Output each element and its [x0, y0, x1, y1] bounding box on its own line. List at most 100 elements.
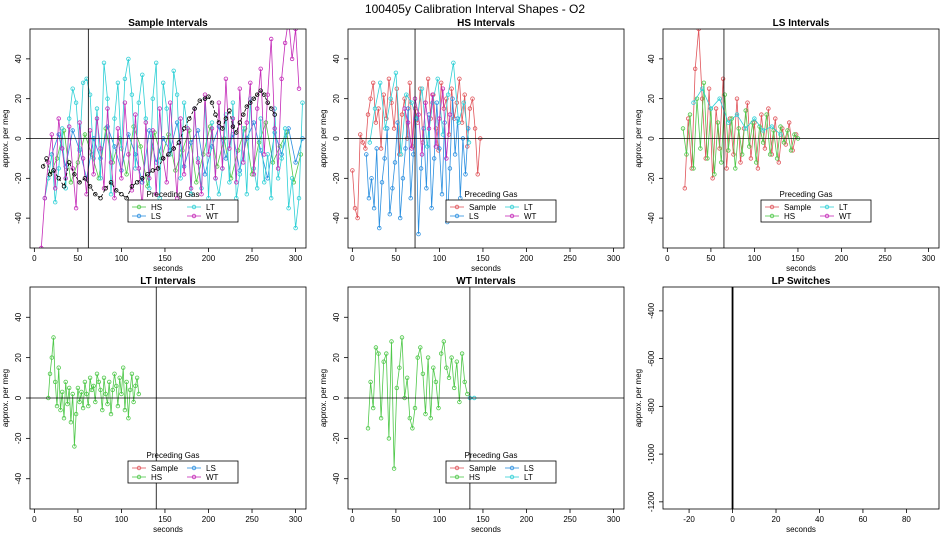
panel-title: LS Intervals — [773, 18, 830, 29]
data-point — [164, 180, 169, 185]
data-point — [46, 160, 51, 165]
x-tick-label: 150 — [476, 254, 490, 263]
data-point — [108, 191, 114, 197]
data-point — [80, 80, 86, 85]
series-line-hs — [367, 337, 468, 469]
data-point — [410, 426, 415, 431]
data-point — [700, 96, 705, 101]
x-tick-label: 200 — [835, 254, 849, 263]
data-point — [255, 186, 260, 191]
x-tick-label: 0 — [32, 515, 37, 524]
data-point — [705, 156, 710, 161]
data-point — [400, 176, 406, 181]
data-point — [360, 140, 365, 145]
x-tick-label: 250 — [878, 254, 892, 263]
data-point — [416, 112, 421, 117]
x-tick-label: 50 — [391, 254, 400, 263]
x-tick-label: 0 — [730, 515, 735, 524]
data-point — [126, 56, 131, 62]
legend-label: WT — [206, 473, 219, 482]
x-tick-label: 40 — [815, 515, 824, 524]
data-point — [713, 106, 719, 111]
data-point — [437, 116, 442, 121]
legend-swatch-point — [454, 213, 460, 219]
legend-swatch-point — [191, 213, 197, 219]
data-point — [80, 156, 86, 161]
data-point — [248, 80, 253, 85]
data-point — [467, 106, 473, 111]
legend-label: LT — [524, 473, 533, 482]
data-point — [68, 180, 74, 185]
data-point — [241, 160, 246, 165]
data-point — [364, 152, 369, 157]
series-line-sample — [684, 29, 797, 189]
legend-label: HS — [784, 212, 795, 221]
data-point — [738, 160, 743, 165]
y-tick-label: 40 — [332, 54, 341, 63]
data-point — [119, 176, 124, 181]
data-point — [402, 96, 407, 101]
data-point — [760, 140, 766, 145]
data-point — [378, 416, 384, 421]
data-point — [61, 184, 67, 189]
data-point — [112, 371, 117, 376]
panel-title: LP Switches — [772, 276, 831, 287]
x-tick-label: 150 — [791, 254, 805, 263]
data-point — [382, 156, 387, 161]
data-point — [381, 359, 386, 364]
x-tick-label: 200 — [202, 254, 216, 263]
y-axis-label: approx. per meg — [319, 369, 328, 427]
legend-box — [127, 460, 239, 484]
data-point — [373, 345, 379, 350]
data-point — [209, 120, 215, 125]
y-tick-label: -40 — [332, 472, 341, 484]
data-point — [461, 100, 466, 105]
data-point — [192, 106, 197, 111]
data-point — [147, 176, 152, 181]
data-point — [129, 92, 135, 97]
legend-swatch-point — [191, 474, 197, 480]
x-tick-label: 150 — [158, 254, 172, 263]
data-point — [60, 389, 65, 395]
legend-item-ls: LS — [132, 212, 161, 221]
data-point — [745, 100, 750, 105]
data-point — [373, 120, 379, 125]
data-point — [418, 166, 424, 171]
x-tick-label: 0 — [350, 515, 355, 524]
legend: Preceding Gas HS LT LS WT — [127, 190, 239, 223]
data-point — [164, 106, 169, 111]
data-point — [425, 76, 431, 81]
series-line-sample — [42, 90, 276, 199]
data-point — [61, 416, 67, 421]
y-tick-label: 20 — [332, 94, 341, 103]
legend-item-ls: LS — [187, 464, 216, 473]
y-axis-label: approx. per meg — [634, 369, 643, 427]
data-point — [230, 100, 236, 105]
data-point — [131, 399, 136, 405]
data-point — [372, 106, 378, 111]
data-point — [79, 389, 84, 395]
legend: Preceding Gas Sample LT HS WT — [760, 190, 872, 223]
data-point — [350, 168, 355, 173]
data-point — [757, 124, 762, 129]
data-point — [462, 379, 467, 385]
data-point — [72, 172, 77, 177]
legend-swatch-point — [509, 474, 515, 480]
x-tick-label: 50 — [73, 254, 82, 263]
data-point — [244, 191, 249, 197]
data-point — [774, 156, 780, 161]
y-tick-label: 40 — [14, 54, 23, 63]
data-point — [230, 124, 236, 129]
data-point — [698, 146, 703, 151]
data-point — [391, 466, 397, 471]
data-point — [265, 100, 270, 105]
legend-swatch-point — [191, 465, 197, 471]
legend-swatch-point — [191, 204, 197, 210]
data-point — [378, 80, 383, 85]
data-point — [140, 72, 145, 77]
legend-label: Sample — [469, 464, 497, 473]
data-point — [91, 156, 96, 161]
data-point — [105, 401, 110, 407]
data-point — [394, 385, 399, 391]
